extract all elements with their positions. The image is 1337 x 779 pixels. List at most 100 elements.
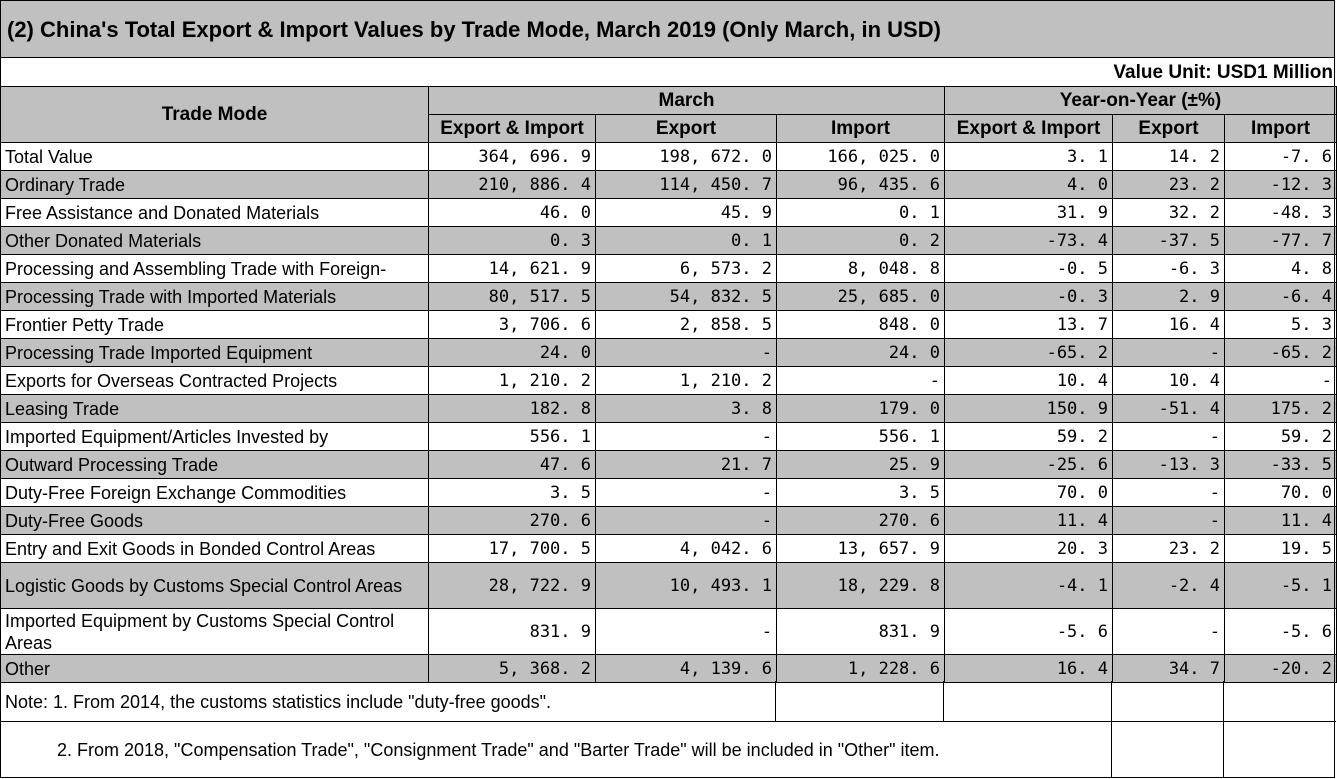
header-yoy-import[interactable]: Import — [1224, 114, 1337, 143]
value-cell[interactable]: 10, 493. 1 — [595, 562, 777, 609]
value-cell[interactable]: 2. 9 — [1112, 282, 1225, 311]
trade-mode-cell[interactable]: Imported Equipment/Articles Invested by — [0, 422, 429, 451]
value-cell[interactable]: 34. 7 — [1112, 654, 1225, 683]
value-cell[interactable]: 18, 229. 8 — [776, 562, 945, 609]
value-cell[interactable]: 24. 0 — [776, 338, 945, 367]
trade-mode-cell[interactable]: Duty-Free Goods — [0, 506, 429, 535]
trade-mode-cell[interactable]: Logistic Goods by Customs Special Contro… — [0, 562, 429, 609]
value-cell[interactable]: -51. 4 — [1112, 394, 1225, 423]
value-cell[interactable]: 2, 858. 5 — [595, 310, 777, 339]
value-cell[interactable]: 270. 6 — [428, 506, 596, 535]
value-cell[interactable]: 1, 210. 2 — [428, 366, 596, 395]
value-cell[interactable]: 0. 1 — [595, 226, 777, 255]
value-cell[interactable]: 3. 1 — [944, 142, 1113, 171]
value-cell[interactable]: 198, 672. 0 — [595, 142, 777, 171]
value-cell[interactable]: -7. 6 — [1224, 142, 1337, 171]
value-cell[interactable]: - — [595, 338, 777, 367]
value-cell[interactable]: - — [1112, 506, 1225, 535]
header-yoy[interactable]: Year-on-Year (±%) — [944, 86, 1337, 115]
header-march-import[interactable]: Import — [776, 114, 945, 143]
value-cell[interactable]: -48. 3 — [1224, 198, 1337, 227]
note-2[interactable]: 2. From 2018, "Compensation Trade", "Con… — [57, 740, 940, 760]
trade-mode-cell[interactable]: Processing Trade with Imported Materials — [0, 282, 429, 311]
value-cell[interactable]: 20. 3 — [944, 534, 1113, 563]
value-cell[interactable]: 14. 2 — [1112, 142, 1225, 171]
trade-mode-cell[interactable]: Processing Trade Imported Equipment — [0, 338, 429, 367]
value-cell[interactable]: 10. 4 — [1112, 366, 1225, 395]
value-cell[interactable]: 0. 2 — [776, 226, 945, 255]
value-cell[interactable]: 70. 0 — [1224, 478, 1337, 507]
trade-mode-cell[interactable]: Free Assistance and Donated Materials — [0, 198, 429, 227]
value-cell[interactable]: -2. 4 — [1112, 562, 1225, 609]
trade-mode-cell[interactable]: Other — [0, 654, 429, 683]
trade-mode-cell[interactable]: Processing and Assembling Trade with For… — [0, 254, 429, 283]
trade-mode-cell[interactable]: Exports for Overseas Contracted Projects — [0, 366, 429, 395]
trade-mode-cell[interactable]: Duty-Free Foreign Exchange Commodities — [0, 478, 429, 507]
value-cell[interactable]: 46. 0 — [428, 198, 596, 227]
value-cell[interactable]: -20. 2 — [1224, 654, 1337, 683]
value-cell[interactable]: 3. 5 — [428, 478, 596, 507]
value-cell[interactable]: 556. 1 — [776, 422, 945, 451]
value-cell[interactable]: -6. 3 — [1112, 254, 1225, 283]
note-1[interactable]: Note: 1. From 2014, the customs statisti… — [5, 692, 552, 712]
value-cell[interactable]: 47. 6 — [428, 450, 596, 479]
value-cell[interactable]: 23. 2 — [1112, 170, 1225, 199]
value-cell[interactable]: 5, 368. 2 — [428, 654, 596, 683]
value-cell[interactable]: 166, 025. 0 — [776, 142, 945, 171]
value-cell[interactable]: - — [595, 422, 777, 451]
header-march[interactable]: March — [428, 86, 945, 115]
value-cell[interactable]: 831. 9 — [428, 608, 596, 655]
value-cell[interactable]: -5. 6 — [944, 608, 1113, 655]
value-cell[interactable]: 13. 7 — [944, 310, 1113, 339]
value-cell[interactable]: 3. 5 — [776, 478, 945, 507]
value-cell[interactable]: 16. 4 — [944, 654, 1113, 683]
value-cell[interactable]: 5. 3 — [1224, 310, 1337, 339]
value-cell[interactable]: - — [1112, 608, 1225, 655]
value-cell[interactable]: 4, 042. 6 — [595, 534, 777, 563]
value-cell[interactable]: 17, 700. 5 — [428, 534, 596, 563]
value-cell[interactable]: 14, 621. 9 — [428, 254, 596, 283]
value-cell[interactable]: 114, 450. 7 — [595, 170, 777, 199]
value-cell[interactable]: 364, 696. 9 — [428, 142, 596, 171]
value-cell[interactable]: 59. 2 — [944, 422, 1113, 451]
value-cell[interactable]: 1, 228. 6 — [776, 654, 945, 683]
trade-mode-cell[interactable]: Leasing Trade — [0, 394, 429, 423]
trade-mode-cell[interactable]: Ordinary Trade — [0, 170, 429, 199]
value-cell[interactable]: 4. 8 — [1224, 254, 1337, 283]
header-march-export-import[interactable]: Export & Import — [428, 114, 596, 143]
value-cell[interactable]: -13. 3 — [1112, 450, 1225, 479]
trade-mode-cell[interactable]: Other Donated Materials — [0, 226, 429, 255]
value-cell[interactable]: 31. 9 — [944, 198, 1113, 227]
value-cell[interactable]: 175. 2 — [1224, 394, 1337, 423]
trade-mode-cell[interactable]: Entry and Exit Goods in Bonded Control A… — [0, 534, 429, 563]
value-cell[interactable]: 0. 3 — [428, 226, 596, 255]
value-cell[interactable]: 21. 7 — [595, 450, 777, 479]
value-cell[interactable]: 70. 0 — [944, 478, 1113, 507]
trade-mode-cell[interactable]: Imported Equipment by Customs Special Co… — [0, 608, 429, 655]
value-cell[interactable]: 150. 9 — [944, 394, 1113, 423]
value-cell[interactable]: 23. 2 — [1112, 534, 1225, 563]
value-cell[interactable]: 270. 6 — [776, 506, 945, 535]
value-cell[interactable]: 179. 0 — [776, 394, 945, 423]
value-cell[interactable]: 28, 722. 9 — [428, 562, 596, 609]
value-cell[interactable]: -12. 3 — [1224, 170, 1337, 199]
value-cell[interactable]: 210, 886. 4 — [428, 170, 596, 199]
value-cell[interactable]: 13, 657. 9 — [776, 534, 945, 563]
value-cell[interactable]: -0. 5 — [944, 254, 1113, 283]
value-cell[interactable]: 25. 9 — [776, 450, 945, 479]
value-cell[interactable]: 556. 1 — [428, 422, 596, 451]
value-cell[interactable]: -0. 3 — [944, 282, 1113, 311]
trade-mode-cell[interactable]: Outward Processing Trade — [0, 450, 429, 479]
header-yoy-export[interactable]: Export — [1112, 114, 1225, 143]
value-cell[interactable]: 10. 4 — [944, 366, 1113, 395]
header-march-export[interactable]: Export — [595, 114, 777, 143]
value-cell[interactable]: 3, 706. 6 — [428, 310, 596, 339]
value-cell[interactable]: 32. 2 — [1112, 198, 1225, 227]
value-cell[interactable]: -5. 6 — [1224, 608, 1337, 655]
value-cell[interactable]: 0. 1 — [776, 198, 945, 227]
value-cell[interactable]: -65. 2 — [1224, 338, 1337, 367]
value-cell[interactable]: -77. 7 — [1224, 226, 1337, 255]
value-cell[interactable]: 45. 9 — [595, 198, 777, 227]
value-cell[interactable]: 59. 2 — [1224, 422, 1337, 451]
value-cell[interactable]: 6, 573. 2 — [595, 254, 777, 283]
